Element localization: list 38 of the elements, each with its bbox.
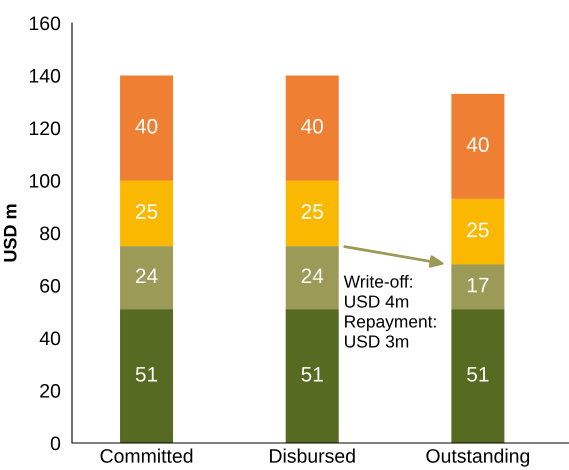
bar [120,76,174,180]
y-tick-label: 80 [40,226,60,240]
data-label: 40 [301,118,323,134]
bar [451,198,504,264]
y-axis-title: USD m [4,204,17,262]
x-tick-label: Outstanding [426,448,530,467]
data-label: 24 [136,268,158,284]
y-tick-label: 0 [50,436,60,450]
y-tick-label: 100 [30,174,60,188]
x-tick-label: Disbursed [270,448,355,463]
y-tick-label: 40 [40,331,60,346]
bar [286,246,339,310]
data-label: 51 [301,367,323,382]
data-label: 25 [467,222,489,238]
bar [120,246,174,310]
data-label: 40 [466,137,489,152]
y-tick-label: 20 [40,384,60,398]
y-tick-label: 160 [30,16,60,30]
bar [286,180,339,246]
data-label: 25 [302,204,323,219]
bar [451,264,504,310]
x-tick-label: Committed [100,448,192,463]
bar [451,94,504,199]
y-tick-label: 120 [30,121,60,136]
bar [286,76,339,180]
y-tick-label: 60 [40,278,60,293]
data-label: 51 [136,367,158,382]
y-tick-label: 140 [30,68,60,83]
data-label: 17 [468,278,488,292]
data-label: 51 [467,367,488,382]
data-label: 25 [136,204,158,219]
bar [451,309,504,443]
annotation: Write-off: USD 4m Repayment: USD 3m [344,275,436,348]
data-label: 24 [302,268,324,284]
data-label: 40 [135,118,158,134]
bar [120,309,174,443]
bar [120,180,174,246]
bar [286,309,339,443]
